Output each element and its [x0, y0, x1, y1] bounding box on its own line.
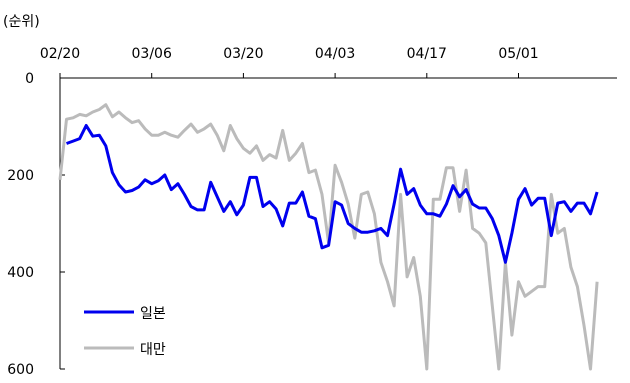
unit-label: (순위): [3, 14, 40, 30]
legend-label-2: 대만: [140, 342, 166, 358]
x-tick-label: 04/03: [315, 46, 355, 62]
y-tick-label: 200: [7, 168, 34, 184]
y-tick-label: 600: [7, 362, 34, 378]
series-line-1: [65, 124, 599, 264]
x-tick-label: 02/20: [40, 46, 80, 62]
legend-label-1: 일본: [140, 306, 166, 322]
y-tick-label: 400: [7, 265, 34, 281]
x-tick-label: 03/20: [223, 46, 263, 62]
y-tick-label: 0: [25, 71, 34, 87]
x-tick-label: 04/17: [407, 46, 447, 62]
x-tick-label: 05/01: [498, 46, 538, 62]
series-layer: [58, 103, 599, 371]
x-tick-label: 03/06: [132, 46, 172, 62]
x-axis: 02/20 03/06 03/20 04/03 04/17 05/01: [40, 46, 617, 79]
y-axis: 0 200 400 600: [7, 71, 65, 378]
